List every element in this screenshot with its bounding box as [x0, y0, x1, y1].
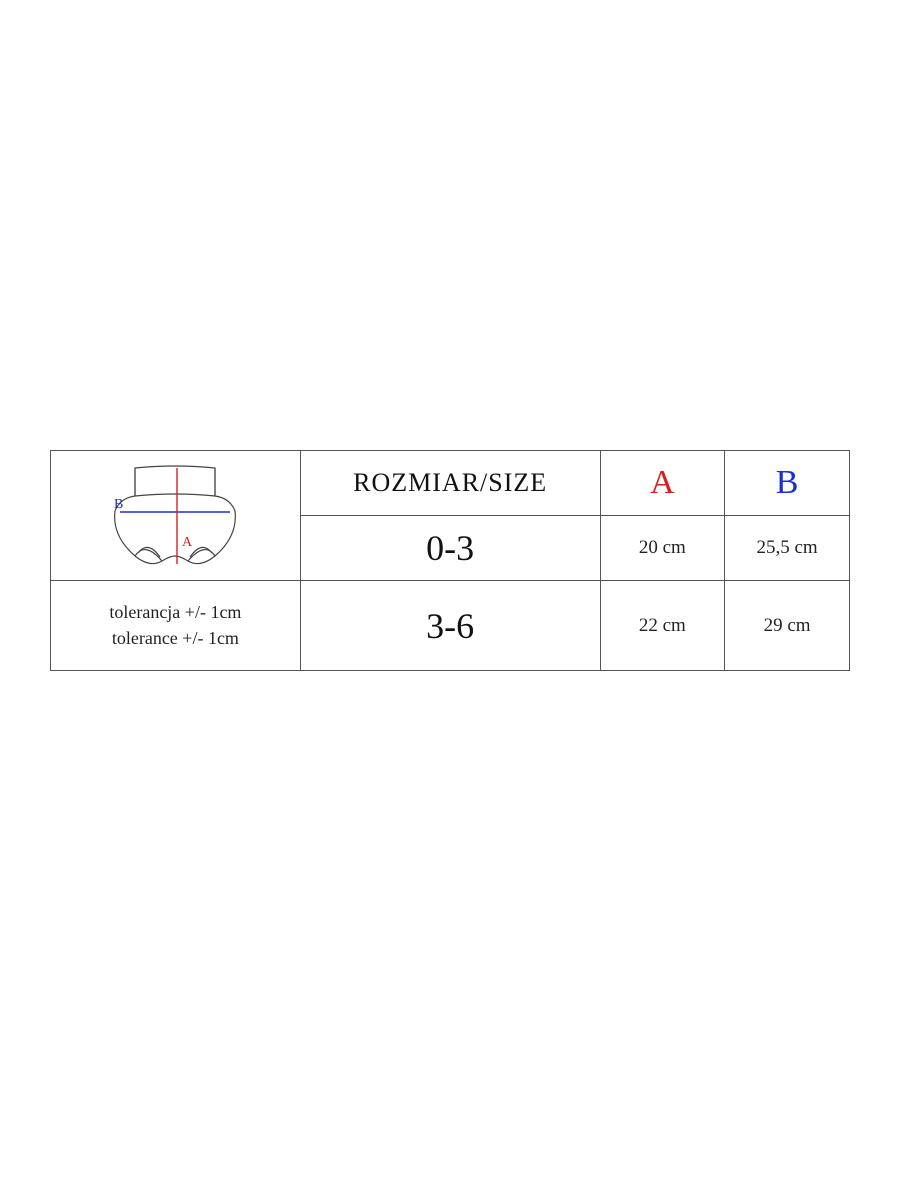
- garment-diagram-cell: B A: [51, 451, 301, 581]
- measurement-b: 25,5 cm: [725, 516, 850, 581]
- tolerance-note: tolerancja +/- 1cm tolerance +/- 1cm: [51, 581, 301, 671]
- diagram-a-label: A: [182, 535, 193, 550]
- measurement-b: 29 cm: [725, 581, 850, 671]
- size-chart-table: B A ROZMIAR/SIZE A B 0-3 20 cm 25,5 cm t…: [50, 450, 850, 671]
- column-b-header: B: [725, 451, 850, 516]
- garment-diagram-icon: B A: [90, 456, 260, 576]
- table-row: B A ROZMIAR/SIZE A B: [51, 451, 850, 516]
- column-a-header: A: [600, 451, 725, 516]
- diagram-b-label: B: [114, 497, 123, 512]
- measurement-a: 20 cm: [600, 516, 725, 581]
- size-value: 0-3: [300, 516, 600, 581]
- page: B A ROZMIAR/SIZE A B 0-3 20 cm 25,5 cm t…: [0, 0, 900, 1200]
- table-row: tolerancja +/- 1cm tolerance +/- 1cm 3-6…: [51, 581, 850, 671]
- tolerance-line-pl: tolerancja +/- 1cm: [51, 600, 300, 625]
- tolerance-line-en: tolerance +/- 1cm: [51, 626, 300, 651]
- size-header: ROZMIAR/SIZE: [300, 451, 600, 516]
- size-value: 3-6: [300, 581, 600, 671]
- measurement-a: 22 cm: [600, 581, 725, 671]
